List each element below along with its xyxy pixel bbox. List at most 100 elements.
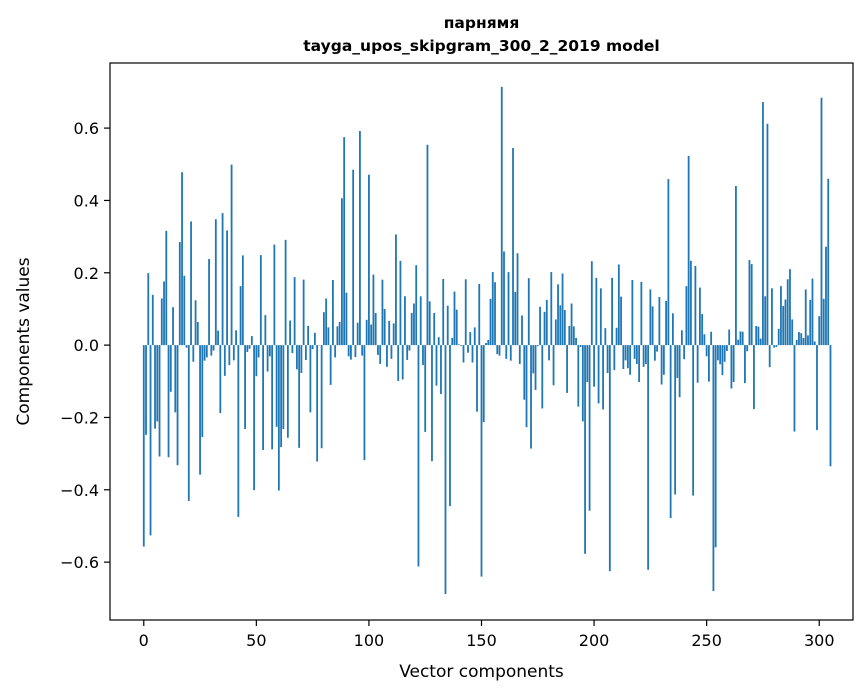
bar-143 [464, 279, 467, 346]
bar-286 [786, 279, 789, 346]
bar-12 [169, 345, 172, 392]
bar-175 [536, 345, 539, 347]
bar-162 [507, 272, 510, 346]
bar-2 [147, 273, 150, 346]
bar-248 [701, 314, 704, 346]
y-axis-ticks: −0.6 −0.4 −0.2 0.0 0.2 0.4 0.6 [60, 119, 110, 572]
bar-13 [172, 307, 174, 346]
bar-272 [755, 325, 758, 346]
bar-58 [273, 244, 276, 346]
x-tick-label: 50 [246, 631, 266, 650]
bar-222 [642, 345, 645, 367]
bar-304 [827, 178, 830, 346]
bar-275 [762, 102, 764, 346]
bar-227 [653, 345, 656, 361]
bar-15 [176, 345, 179, 466]
bar-179 [545, 299, 548, 346]
bar-29 [208, 259, 210, 346]
bar-299 [816, 345, 818, 431]
bar-47 [248, 345, 251, 349]
bar-165 [514, 291, 517, 346]
bar-133 [442, 278, 445, 346]
bar-232 [665, 300, 668, 346]
bar-139 [455, 309, 458, 346]
bar-106 [381, 279, 384, 346]
bar-191 [572, 326, 575, 346]
bar-18 [183, 275, 186, 346]
bar-101 [370, 324, 373, 346]
bar-241 [685, 286, 688, 346]
bar-5 [154, 345, 156, 429]
bar-258 [723, 345, 726, 362]
bar-122 [417, 345, 420, 567]
bar-271 [753, 345, 755, 410]
bar-218 [633, 345, 636, 359]
bar-75 [311, 345, 314, 350]
bar-157 [496, 345, 499, 355]
bar-64 [286, 345, 289, 438]
bar-22 [192, 345, 195, 362]
bar-89 [343, 137, 346, 346]
bar-263 [735, 185, 737, 346]
bar-196 [584, 345, 586, 554]
bar-160 [503, 251, 505, 346]
bar-49 [253, 345, 255, 491]
bar-4 [151, 294, 154, 346]
bar-23 [194, 300, 197, 346]
bar-40 [232, 345, 235, 361]
bar-178 [543, 311, 546, 346]
bar-73 [307, 325, 310, 346]
bar-94 [354, 345, 357, 358]
x-tick-label: 0 [139, 631, 149, 650]
bar-184 [557, 284, 559, 346]
chart-title-line1: парнямя [444, 14, 520, 32]
bar-200 [593, 345, 595, 387]
bar-45 [244, 345, 246, 430]
bar-55 [266, 345, 269, 372]
bar-236 [674, 345, 677, 495]
bar-290 [795, 340, 798, 346]
bar-63 [284, 239, 287, 346]
bar-130 [435, 345, 438, 386]
bar-104 [377, 345, 379, 355]
x-axis-label: Vector components [399, 662, 564, 682]
bar-170 [525, 345, 528, 428]
bar-294 [804, 289, 807, 346]
bar-25 [199, 345, 201, 475]
bar-159 [500, 86, 503, 346]
bar-202 [597, 345, 600, 404]
bar-305 [829, 345, 832, 467]
bar-223 [644, 345, 647, 364]
bar-67 [293, 277, 296, 346]
bar-195 [581, 345, 584, 422]
bar-27 [203, 345, 206, 361]
bar-148 [476, 345, 478, 412]
bar-224 [647, 345, 650, 570]
bar-244 [692, 345, 695, 496]
bar-182 [552, 345, 555, 386]
bar-42 [237, 345, 240, 517]
bar-252 [710, 331, 713, 346]
bar-254 [714, 345, 717, 548]
bar-52 [259, 255, 262, 346]
bar-267 [744, 345, 746, 384]
bar-144 [467, 345, 469, 353]
bar-43 [239, 286, 242, 346]
bar-302 [822, 298, 825, 346]
bar-91 [347, 345, 350, 357]
bar-140 [458, 344, 460, 346]
bar-8 [160, 298, 163, 346]
bar-35 [221, 213, 224, 346]
bar-289 [793, 345, 796, 432]
bar-192 [575, 337, 577, 346]
bar-205 [604, 328, 607, 346]
bar-135 [446, 305, 449, 346]
bar-3 [149, 345, 152, 536]
bar-108 [386, 345, 388, 367]
bar-194 [579, 345, 582, 347]
bar-245 [694, 265, 697, 346]
bar-261 [730, 345, 733, 389]
bar-138 [453, 291, 456, 346]
bar-146 [471, 345, 474, 363]
bar-185 [559, 305, 562, 346]
